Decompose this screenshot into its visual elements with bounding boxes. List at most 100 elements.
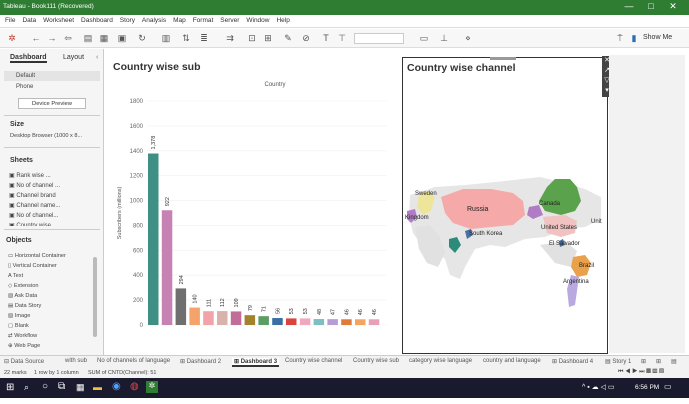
object-item[interactable]: ▧ Ask Data (8, 293, 38, 299)
show-me-button[interactable]: Show Me (643, 34, 673, 41)
bar[interactable] (148, 153, 159, 325)
tray-icons[interactable]: ^ ▪ ☁ ◁ ▭ (582, 384, 615, 391)
close-button[interactable]: ✕ (669, 1, 677, 11)
new-sheet-icon[interactable]: ▣ (117, 33, 127, 43)
save-icon[interactable]: ▤ (83, 33, 93, 43)
filter-icon[interactable]: ▽ (604, 77, 610, 84)
bar[interactable] (175, 288, 187, 325)
text-icon[interactable]: T (323, 33, 329, 43)
new-data-source-icon[interactable]: ▦ (99, 33, 109, 43)
tab-dashboard[interactable]: Dashboard (10, 54, 47, 63)
bar[interactable] (313, 319, 325, 325)
sort-icon[interactable]: ≣ (200, 33, 208, 43)
undo-icon[interactable]: ← (31, 33, 41, 43)
remove-icon[interactable]: ✕ (604, 57, 610, 64)
sheet-nav-icons[interactable]: ⏮ ◀ ▶ ⏭ ▦ ▥ ▤ (618, 369, 664, 375)
object-item[interactable]: ▯ Vertical Container (8, 263, 57, 269)
bar-chart[interactable]: Country 0 200 400 600 800 1000 1200 1400 1600 1800… (105, 59, 395, 355)
pin-filter-icon[interactable]: ⍑ (617, 33, 623, 43)
size-dropdown[interactable]: Desktop Browser (1000 x 8... (10, 133, 83, 139)
more-options-icon[interactable]: ▾ (605, 87, 609, 94)
chart-type-icon[interactable]: ▥ (161, 33, 171, 43)
cortana-icon[interactable]: ○ (42, 381, 49, 392)
menu-server[interactable]: Server (220, 17, 240, 24)
notification-icon[interactable]: ▭ (664, 382, 672, 391)
device-icon[interactable]: ⊥ (440, 33, 448, 43)
restore-button[interactable]: □ (648, 1, 654, 11)
object-item[interactable]: ⊕ Web Page (8, 343, 41, 349)
bar[interactable] (244, 315, 256, 325)
menu-story[interactable]: Story (119, 17, 135, 24)
tab-data-source[interactable]: ⊟ Data Source (4, 359, 45, 365)
label-icon[interactable]: ⊞ (264, 33, 272, 43)
tooltip-icon[interactable]: ⊤ (338, 33, 346, 43)
device-preview-button[interactable]: Device Preview (18, 98, 86, 109)
object-item[interactable]: ▤ Data Story (8, 303, 42, 309)
tab-no-of-channels-language[interactable]: No of channels of language (97, 358, 171, 364)
new-dashboard-tab-icon[interactable]: ⊞ (656, 359, 662, 365)
tab-category-wise-language[interactable]: category wise language (409, 358, 473, 364)
pen-icon[interactable]: ✎ (284, 33, 292, 43)
object-item[interactable]: ▭ Horizontal Container (8, 253, 66, 259)
file-explorer-icon[interactable]: ▬ (93, 382, 102, 392)
device-default[interactable]: Default (16, 73, 36, 79)
bar[interactable] (230, 311, 242, 325)
refresh-icon[interactable]: ↻ (138, 33, 146, 43)
tab-with-sub[interactable]: with sub (65, 358, 88, 364)
tab-layout[interactable]: Layout (63, 54, 85, 61)
bar[interactable] (258, 316, 269, 325)
bar[interactable] (286, 318, 297, 325)
bar[interactable] (299, 318, 311, 325)
sheet-item[interactable]: ▣ Country wise (9, 223, 52, 226)
bar[interactable] (203, 311, 214, 325)
chrome-icon[interactable]: ◍ (130, 381, 139, 392)
menu-dashboard[interactable]: Dashboard (81, 17, 113, 24)
menu-worksheet[interactable]: Worksheet (43, 17, 75, 24)
bar[interactable] (368, 319, 380, 325)
menu-map[interactable]: Map (173, 17, 186, 24)
bar[interactable] (272, 318, 283, 325)
object-item[interactable]: ⇄ Workflow (8, 333, 38, 339)
highlight-icon[interactable]: ⇉ (226, 33, 234, 43)
show-me-icon[interactable]: ▮ (631, 33, 637, 43)
share-icon[interactable]: ⋄ (465, 33, 471, 43)
object-item[interactable]: ▢ Blank (8, 323, 29, 329)
sheet-item[interactable]: ▣ Rank wise ... (9, 173, 51, 179)
tab-country-and-language[interactable]: country and language (483, 358, 541, 364)
tab-country-wise-channel[interactable]: Country wise channel (285, 358, 343, 364)
redo-icon[interactable]: → (47, 33, 57, 43)
back-icon[interactable]: ⇦ (64, 33, 72, 43)
object-item[interactable]: A Text (8, 273, 24, 279)
task-view-icon[interactable]: ⧉ (58, 381, 66, 392)
tab-country-wise-sub[interactable]: Country wise sub (353, 358, 400, 364)
drag-handle[interactable] (490, 57, 516, 60)
menu-format[interactable]: Format (192, 17, 214, 24)
menu-file[interactable]: File (5, 17, 16, 24)
sheet-item[interactable]: ▣ No of channel... (9, 213, 59, 219)
bar[interactable] (341, 319, 352, 325)
fit-dropdown[interactable] (354, 33, 404, 44)
tab-story-1[interactable]: ▤ Story 1 (605, 359, 632, 365)
bar[interactable] (355, 319, 366, 325)
pin-icon[interactable]: ⊘ (302, 33, 310, 43)
object-item[interactable]: ▨ Image (8, 313, 31, 319)
menu-help[interactable]: Help (276, 17, 290, 24)
tableau-taskbar-icon[interactable]: ✲ (146, 381, 158, 393)
swap-icon[interactable]: ⇅ (182, 33, 190, 43)
windows-start-icon[interactable]: ⊞ (6, 382, 15, 393)
new-story-tab-icon[interactable]: ▤ (671, 359, 677, 365)
bar[interactable] (217, 311, 228, 325)
sheet-item[interactable]: ▣ Channel name... (9, 203, 61, 209)
sheet-item[interactable]: ▣ Channel brand (9, 193, 56, 199)
objects-scrollbar[interactable] (93, 257, 97, 337)
tab-dashboard-2[interactable]: ⊞ Dashboard 2 (180, 359, 222, 365)
presentation-icon[interactable]: ▭ (419, 33, 429, 43)
collapse-panel-icon[interactable]: ‹ (96, 54, 99, 61)
group-icon[interactable]: ⊡ (248, 33, 256, 43)
sheet-item[interactable]: ▣ No of channel ... (9, 183, 61, 189)
world-map[interactable]: Sweden Russia Canada United States El Sa… (405, 167, 605, 317)
bar[interactable] (189, 307, 200, 325)
tab-dashboard-4[interactable]: ⊞ Dashboard 4 (552, 359, 594, 365)
menu-analysis[interactable]: Analysis (141, 17, 167, 24)
bar[interactable] (327, 319, 338, 325)
